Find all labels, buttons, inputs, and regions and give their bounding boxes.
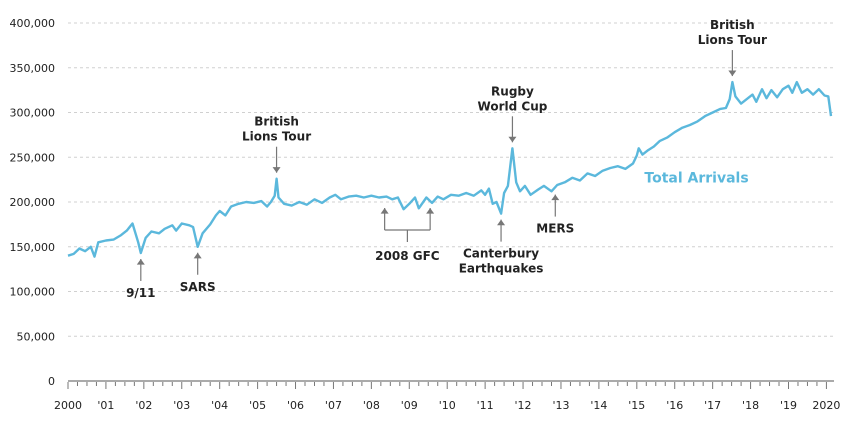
annotation-label: Canterbury — [463, 247, 539, 261]
x-tick-label: '10 — [439, 399, 456, 412]
annotation-mers: MERS — [536, 194, 574, 236]
x-tick-label: '02 — [135, 399, 152, 412]
arrow-head — [380, 208, 389, 214]
annotation-label: MERS — [536, 222, 574, 236]
annotation-label: 2008 GFC — [375, 249, 440, 263]
x-tick-label: '05 — [249, 399, 266, 412]
grid-lines — [68, 22, 834, 337]
arrow-head — [136, 259, 145, 265]
x-tick-label: '08 — [363, 399, 380, 412]
y-tick-label: 250,000 — [10, 151, 56, 164]
x-tick-label: 2000 — [54, 399, 82, 412]
x-tick-label: '16 — [666, 399, 683, 412]
axes: 0 50,000 100,000 150,000 200,000 250,000 300,0… — [10, 17, 841, 412]
y-tick-label: 100,000 — [10, 286, 56, 299]
arrow-head — [272, 167, 281, 173]
x-tick-label: '14 — [590, 399, 607, 412]
x-tick-label: '12 — [515, 399, 532, 412]
x-tick-label: '09 — [401, 399, 418, 412]
x-tick-label: 2020 — [812, 399, 840, 412]
annotation-label: Rugby — [491, 84, 534, 98]
x-tick-label: '13 — [552, 399, 569, 412]
y-tick-label: 0 — [48, 375, 55, 388]
arrow-head — [193, 252, 202, 259]
arrow-head — [551, 194, 560, 201]
y-tick-label: 350,000 — [10, 62, 56, 75]
arrow-head — [728, 70, 737, 77]
annotation-sars: SARS — [180, 252, 216, 294]
annotation-2008-gfc: 2008 GFC — [375, 208, 440, 263]
x-tick-label: '06 — [287, 399, 304, 412]
x-tick-label: '18 — [742, 399, 759, 412]
annotation-9-11: 9/11 — [126, 259, 156, 300]
y-tick-label: 50,000 — [17, 330, 56, 343]
arrow-head — [426, 208, 435, 214]
x-tick-label: '01 — [97, 399, 114, 412]
x-tick-label: '03 — [173, 399, 190, 412]
x-tick-label: '17 — [704, 399, 721, 412]
series-line-total-arrivals — [67, 80, 833, 258]
x-tick-label: '04 — [211, 399, 228, 412]
annotation-label: 9/11 — [126, 286, 155, 300]
x-tick-label: '07 — [325, 399, 342, 412]
x-tick-label: '15 — [628, 399, 645, 412]
annotation-label: World Cup — [478, 99, 548, 113]
x-tick-label: '19 — [780, 399, 797, 412]
annotation-label: SARS — [180, 280, 216, 294]
annotation-label: British — [710, 18, 755, 32]
annotation-label: Lions Tour — [698, 33, 767, 47]
series-label-total-arrivals: Total Arrivals — [644, 170, 748, 186]
y-tick-label: 200,000 — [10, 196, 56, 209]
arrow-head — [508, 136, 517, 143]
y-tick-label: 400,000 — [10, 17, 56, 30]
annotation-label: British — [254, 115, 299, 129]
annotation-label: Lions Tour — [242, 130, 311, 144]
y-tick-label: 300,000 — [10, 107, 56, 120]
y-tick-label: 150,000 — [10, 241, 56, 254]
arrow-head — [497, 219, 506, 226]
series-layer — [67, 80, 833, 258]
annotation-label: Earthquakes — [459, 262, 544, 276]
x-tick-label: '11 — [477, 399, 494, 412]
